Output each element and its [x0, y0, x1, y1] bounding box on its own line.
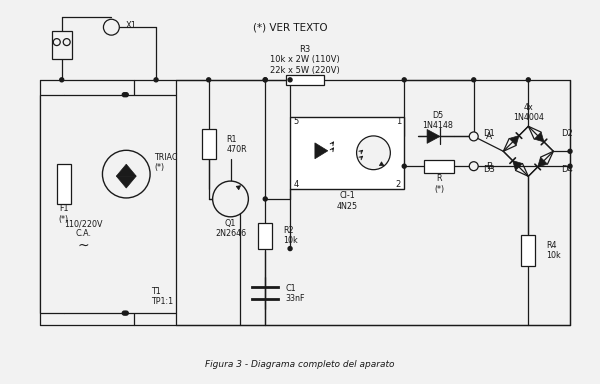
Polygon shape	[427, 129, 440, 143]
Circle shape	[356, 136, 391, 170]
Text: D5
1N4148: D5 1N4148	[422, 111, 454, 130]
Text: R1
470R: R1 470R	[227, 135, 247, 154]
Text: Q1
2N2646: Q1 2N2646	[215, 219, 246, 238]
Circle shape	[402, 78, 406, 82]
Circle shape	[263, 197, 267, 201]
Text: R3
10k x 2W (110V)
22k x 5W (220V): R3 10k x 2W (110V) 22k x 5W (220V)	[270, 45, 340, 75]
Text: 2: 2	[395, 180, 401, 189]
Text: R
(*): R (*)	[434, 174, 444, 194]
Polygon shape	[379, 162, 384, 166]
Circle shape	[122, 311, 126, 315]
Text: C1
33nF: C1 33nF	[285, 283, 305, 303]
Text: D1: D1	[484, 129, 495, 138]
Polygon shape	[538, 157, 547, 167]
Circle shape	[263, 78, 267, 82]
Text: R2
10k: R2 10k	[283, 226, 298, 245]
Text: CI-1
4N25: CI-1 4N25	[337, 191, 358, 211]
Bar	[259, 223, 272, 248]
Circle shape	[63, 39, 70, 46]
Text: B: B	[485, 162, 492, 171]
Circle shape	[472, 78, 476, 82]
Text: TRIAC
(*): TRIAC (*)	[154, 152, 178, 172]
Circle shape	[568, 149, 572, 153]
Text: 4: 4	[293, 180, 299, 189]
Bar	[52, 31, 71, 59]
Text: (*) VER TEXTO: (*) VER TEXTO	[253, 22, 328, 32]
Polygon shape	[315, 143, 328, 159]
Polygon shape	[116, 164, 136, 176]
Circle shape	[288, 78, 292, 82]
Polygon shape	[534, 132, 544, 142]
Text: Figura 3 - Diagrama completo del aparato: Figura 3 - Diagrama completo del aparato	[205, 360, 395, 369]
Bar	[521, 235, 535, 266]
Text: R4
10k: R4 10k	[546, 241, 561, 260]
Circle shape	[53, 39, 60, 46]
Circle shape	[263, 78, 267, 82]
Polygon shape	[236, 185, 241, 190]
Bar	[286, 75, 324, 85]
Text: D4: D4	[562, 165, 573, 174]
Text: D3: D3	[484, 165, 496, 174]
Circle shape	[206, 78, 211, 82]
Circle shape	[469, 162, 478, 170]
Text: T1
TP1:1: T1 TP1:1	[151, 286, 173, 306]
Circle shape	[124, 311, 128, 315]
Bar	[290, 117, 404, 189]
Text: 1: 1	[395, 117, 401, 126]
Text: A: A	[485, 132, 492, 141]
Polygon shape	[509, 136, 519, 146]
Text: 110/220V
C.A.: 110/220V C.A.	[64, 219, 103, 238]
Circle shape	[124, 93, 128, 97]
Circle shape	[103, 19, 119, 35]
Circle shape	[288, 247, 292, 251]
Polygon shape	[116, 176, 136, 188]
Circle shape	[122, 93, 126, 97]
Text: D2: D2	[562, 129, 573, 138]
Circle shape	[212, 181, 248, 217]
Circle shape	[568, 164, 572, 168]
Circle shape	[402, 164, 406, 168]
Circle shape	[526, 78, 530, 82]
Text: ~: ~	[78, 238, 89, 253]
Circle shape	[103, 150, 150, 198]
Circle shape	[60, 78, 64, 82]
Text: X1: X1	[125, 21, 136, 30]
Bar	[202, 129, 215, 159]
Text: 4x
1N4004: 4x 1N4004	[513, 103, 544, 122]
Bar	[40, 95, 176, 313]
Bar	[424, 160, 454, 173]
Circle shape	[154, 78, 158, 82]
Bar	[57, 164, 71, 204]
Text: 5: 5	[293, 117, 299, 126]
Text: F1
(*): F1 (*)	[59, 204, 69, 223]
Polygon shape	[512, 161, 523, 170]
Circle shape	[469, 132, 478, 141]
